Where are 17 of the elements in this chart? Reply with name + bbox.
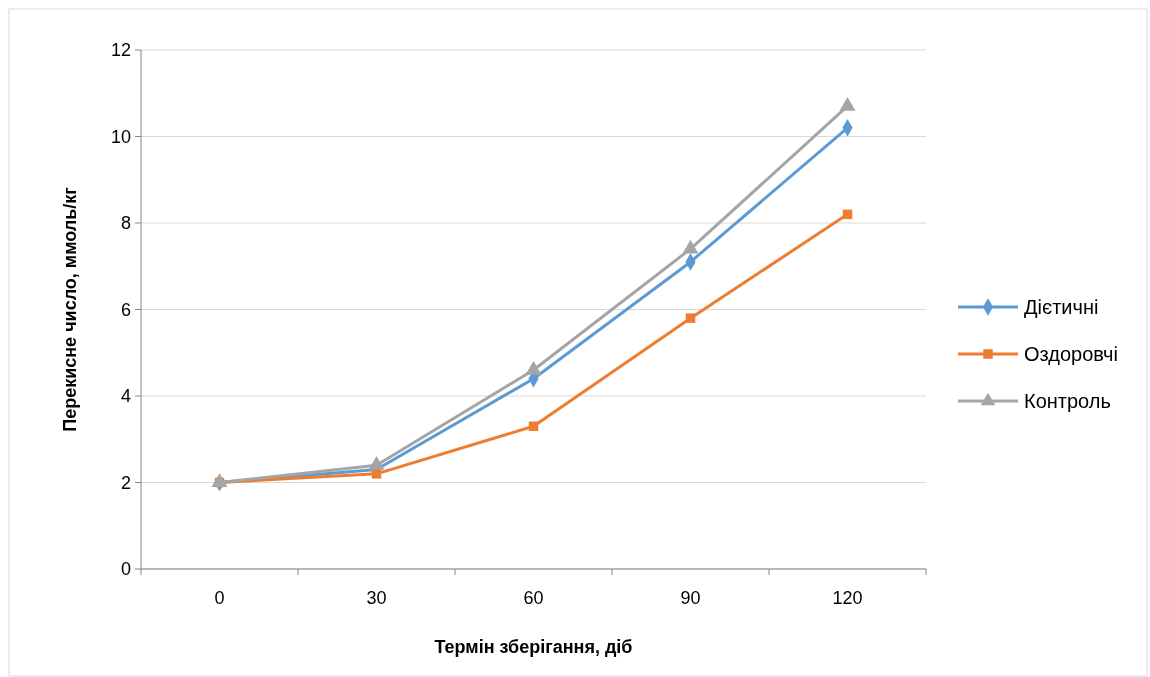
y-axis-title: Перекисне число, ммоль/кг [60, 186, 80, 432]
y-tick-label: 0 [120, 559, 131, 580]
legend-label: Оздоровчі [1024, 343, 1118, 365]
x-tick-label: 30 [366, 588, 387, 608]
y-tick-label: 6 [120, 299, 131, 320]
x-axis-title: Термін зберігання, діб [434, 637, 633, 657]
y-tick-label: 12 [110, 40, 131, 61]
x-tick-label: 90 [680, 588, 701, 608]
x-tick-label: 60 [523, 588, 544, 608]
legend-label: Контроль [1024, 390, 1111, 412]
y-tick-label: 2 [120, 472, 131, 493]
x-tick-label: 0 [214, 588, 225, 608]
x-tick-label: 120 [832, 588, 863, 608]
legend-label: Дієтичні [1024, 296, 1099, 318]
y-tick-label: 8 [120, 213, 131, 234]
y-tick-label: 10 [110, 126, 131, 147]
y-tick-label: 4 [120, 386, 131, 407]
